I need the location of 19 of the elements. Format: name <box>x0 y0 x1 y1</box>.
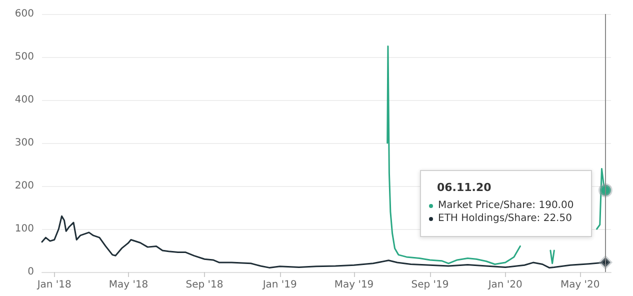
y-tick-label: 600 <box>14 8 34 20</box>
x-tick-label: Jan '18 <box>36 280 72 290</box>
annotation: ETH Holdings/Share: 22.50 <box>438 213 572 224</box>
x-tick-label: May '18 <box>108 280 148 290</box>
x-tick-label: May '19 <box>334 280 374 290</box>
x-tick-label: Jan '20 <box>487 280 522 290</box>
y-tick-label: 500 <box>14 52 34 62</box>
y-tick-label: 200 <box>14 180 34 192</box>
x-tick-label: Jan '19 <box>262 280 297 290</box>
y-tick-label: 100 <box>14 224 34 234</box>
x-tick-label: May '20 <box>560 280 600 290</box>
y-tick-label: 300 <box>14 138 34 148</box>
y-tick-label: 400 <box>14 94 34 106</box>
x-tick-label: Sep '19 <box>411 280 449 290</box>
annotation: Market Price/Share: 190.00 <box>438 200 574 211</box>
y-tick-label: 0 <box>28 266 34 278</box>
x-tick-label: Sep '18 <box>186 280 224 290</box>
info-panel: 06.11.20 Market Price/Share: 190.00 ETH Holdings/Share: 22.50 <box>420 170 592 237</box>
annotation: 06.11.20 <box>437 181 492 194</box>
